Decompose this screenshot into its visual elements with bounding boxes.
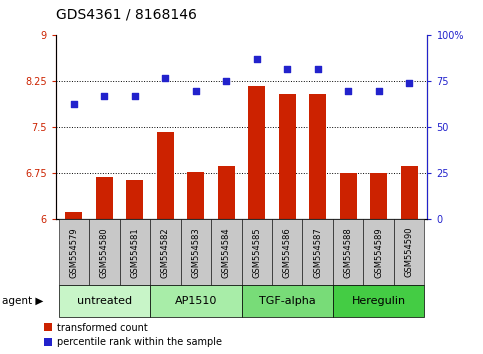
Point (405, 80, 413, 86)
Bar (370, 173, 387, 219)
Bar (333, 219, 363, 285)
Text: GSM554587: GSM554587 (313, 227, 322, 278)
Bar (279, 94, 296, 219)
Point (284, 66, 291, 72)
Bar (248, 86, 265, 219)
Bar (120, 219, 150, 285)
Bar (401, 166, 417, 219)
Point (344, 88, 352, 93)
Point (222, 79, 230, 84)
Text: GSM554583: GSM554583 (191, 227, 200, 278)
Bar (157, 132, 174, 219)
Bar (58, 219, 89, 285)
Bar (150, 285, 242, 317)
Point (100, 93, 108, 99)
Bar (363, 219, 394, 285)
Text: GSM554580: GSM554580 (100, 227, 109, 278)
Bar (242, 219, 272, 285)
Point (131, 93, 139, 99)
Text: GSM554581: GSM554581 (130, 227, 139, 278)
Point (161, 75, 169, 81)
Bar (96, 177, 113, 219)
Text: agent ▶: agent ▶ (2, 296, 44, 306)
Bar (181, 219, 211, 285)
Text: GSM554582: GSM554582 (161, 227, 170, 278)
Text: TGF-alpha: TGF-alpha (259, 296, 315, 306)
Text: GSM554584: GSM554584 (222, 227, 231, 278)
Text: AP1510: AP1510 (174, 296, 217, 306)
Text: GSM554590: GSM554590 (405, 227, 413, 278)
Text: GSM554586: GSM554586 (283, 227, 292, 278)
Bar (150, 219, 181, 285)
Bar (127, 179, 143, 219)
Text: untreated: untreated (77, 296, 132, 306)
Text: GDS4361 / 8168146: GDS4361 / 8168146 (56, 7, 197, 21)
Point (314, 66, 322, 72)
Bar (211, 219, 242, 285)
Bar (242, 285, 333, 317)
Bar (187, 172, 204, 219)
Text: GSM554579: GSM554579 (70, 227, 78, 278)
Bar (394, 219, 425, 285)
Text: Heregulin: Heregulin (352, 296, 406, 306)
Point (70, 101, 78, 106)
Bar (272, 219, 302, 285)
Point (253, 57, 261, 62)
Text: GSM554585: GSM554585 (252, 227, 261, 278)
Bar (340, 173, 356, 219)
Point (375, 88, 383, 93)
Legend: transformed count, percentile rank within the sample: transformed count, percentile rank withi… (43, 322, 222, 347)
Bar (89, 219, 120, 285)
Point (192, 88, 199, 93)
Text: GSM554589: GSM554589 (374, 227, 383, 278)
Bar (333, 285, 425, 317)
Bar (309, 94, 326, 219)
Bar (302, 219, 333, 285)
Bar (218, 166, 235, 219)
Bar (58, 285, 150, 317)
Bar (66, 212, 82, 219)
Text: GSM554588: GSM554588 (344, 227, 353, 278)
